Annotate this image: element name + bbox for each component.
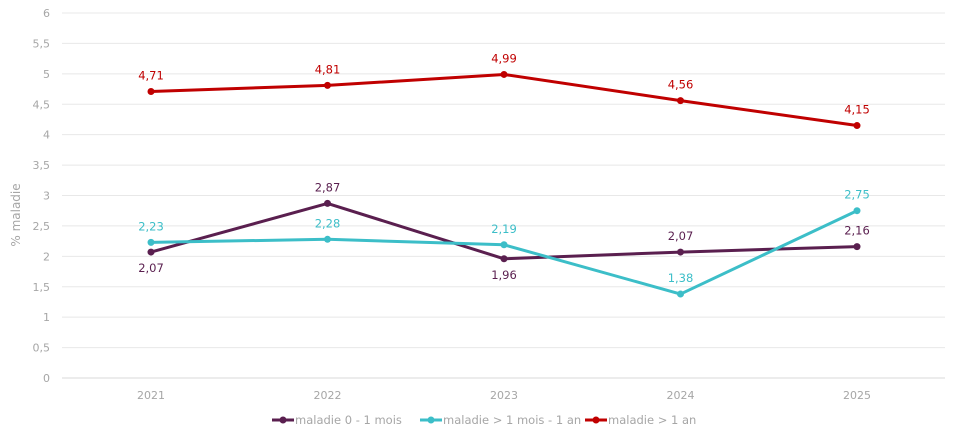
y-tick-label: 3,5 (33, 159, 51, 172)
data-point (324, 235, 331, 243)
data-point (677, 97, 684, 105)
data-point (147, 87, 155, 95)
legend-item: maladie 0 - 1 mois (272, 413, 402, 427)
data-point (853, 207, 861, 215)
x-tick-label: 2022 (314, 389, 342, 402)
series-lines (147, 70, 861, 298)
data-point (324, 199, 331, 207)
legend-item: maladie > 1 an (585, 413, 696, 427)
data-label: 2,07 (138, 261, 164, 275)
x-tick-label: 2021 (137, 389, 165, 402)
legend: maladie 0 - 1 mois maladie > 1 mois - 1 a… (272, 413, 696, 427)
data-label: 4,71 (138, 68, 164, 82)
y-tick-label: 2 (43, 250, 50, 263)
x-tick-label: 2025 (843, 389, 871, 402)
legend-label: maladie > 1 an (608, 413, 696, 427)
legend-item: maladie > 1 mois - 1 an (420, 413, 581, 427)
y-tick-label: 0 (43, 372, 50, 385)
data-label: 2,07 (668, 229, 694, 243)
data-label: 4,99 (491, 51, 517, 65)
data-label: 4,15 (844, 103, 870, 117)
y-tick-label: 3 (43, 190, 50, 203)
y-tick-label: 0,5 (33, 342, 51, 355)
data-label: 1,38 (668, 271, 694, 285)
y-tick-label: 4,5 (33, 98, 51, 111)
data-label: 2,87 (315, 180, 341, 194)
data-point (147, 248, 155, 256)
data-label: 4,81 (315, 62, 341, 76)
y-tick-label: 1,5 (33, 281, 51, 294)
y-tick-label: 5 (43, 68, 50, 81)
data-label: 2,75 (844, 188, 870, 202)
data-point (677, 248, 684, 256)
data-point (853, 122, 861, 130)
y-tick-label: 6 (43, 7, 50, 20)
data-label: 4,56 (668, 78, 694, 92)
y-tick-label: 2,5 (33, 220, 51, 233)
y-tick-label: 5,5 (33, 37, 51, 50)
legend-label: maladie > 1 mois - 1 an (443, 413, 581, 427)
legend-marker-dot (592, 416, 600, 424)
series-line (150, 72, 858, 128)
y-tick-label: 1 (43, 311, 50, 324)
legend-marker-dot (279, 416, 287, 424)
x-axis-ticks: 2021 2022 2023 2024 2025 (137, 389, 871, 402)
data-point (147, 238, 155, 246)
data-point (853, 243, 861, 251)
data-label: 2,23 (138, 219, 164, 233)
data-point (324, 81, 331, 89)
data-label: 2,16 (844, 224, 870, 238)
data-point (677, 290, 684, 298)
data-point (500, 241, 508, 249)
legend-marker-dot (427, 416, 435, 424)
y-axis-label: % maladie (9, 183, 23, 246)
data-label: 2,19 (491, 222, 517, 236)
legend-label: maladie 0 - 1 mois (295, 413, 402, 427)
grid-lines (62, 12, 945, 379)
data-labels: 2,23 2,28 2,19 1,38 2,75 4,71 4,81 4,99 4,56 4,15… (138, 51, 870, 285)
data-point (500, 255, 508, 263)
data-label: 1,96 (491, 268, 517, 282)
y-tick-label: 4 (43, 129, 50, 142)
data-point (500, 70, 508, 78)
y-axis-ticks: 0 0,5 1 1,5 2 2,5 3 3,5 4 4,5 5 5,5 6 (33, 7, 51, 385)
data-label: 2,28 (315, 216, 341, 230)
x-tick-label: 2024 (667, 389, 695, 402)
x-tick-label: 2023 (490, 389, 518, 402)
